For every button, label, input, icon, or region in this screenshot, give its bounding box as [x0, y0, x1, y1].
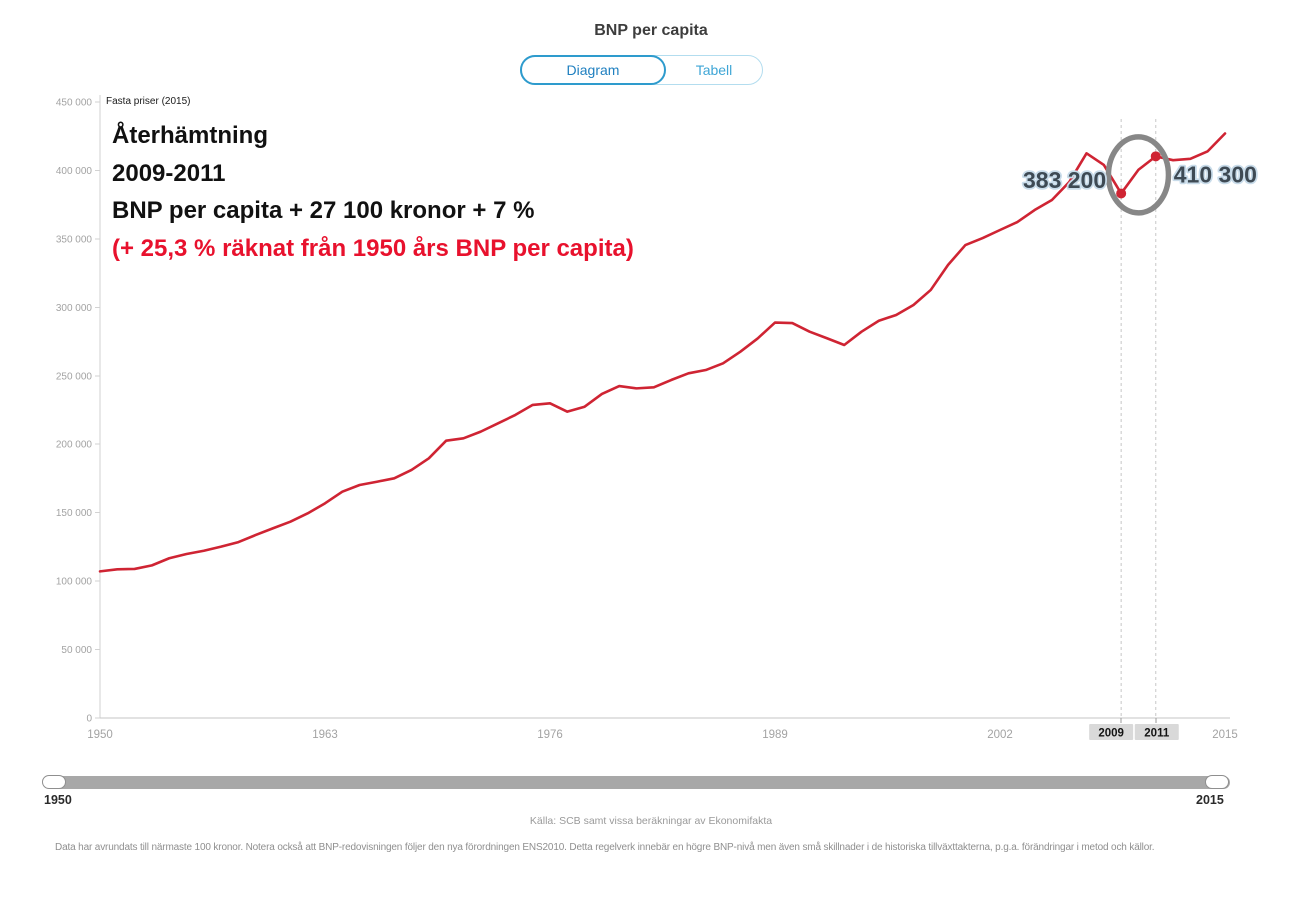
- annotation-period: 2009-2011: [112, 159, 226, 187]
- y-tick-label: 450 000: [56, 98, 93, 109]
- source-text: Källa: SCB samt vissa beräkningar av Eko…: [529, 815, 773, 827]
- x-tick-label: 1950: [87, 729, 113, 741]
- unit-label: Fasta priser (2015): [106, 96, 190, 107]
- y-tick-label: 200 000: [56, 440, 93, 451]
- x-tick-label: 1963: [312, 729, 338, 741]
- x-highlight-label: 2011: [1144, 728, 1170, 740]
- x-tick-label: 2002: [987, 729, 1013, 741]
- slider-min-label: 1950: [44, 793, 72, 807]
- y-tick-label: 400 000: [56, 166, 93, 177]
- marker-dot: [1150, 151, 1161, 162]
- page-title: BNP per capita: [594, 22, 708, 39]
- annotation-note-red: (+ 25,3 % räknat från 1950 års BNP per c…: [112, 234, 634, 262]
- bnp-line-chart: 0 50 000 100 000 150 000 200 000 250 000 300 0…: [56, 95, 1259, 741]
- annotation-title: Återhämtning: [112, 122, 268, 149]
- slider-max-label: 2015: [1196, 793, 1224, 807]
- marker-dot: [1116, 188, 1127, 199]
- marker-value-label: 410 300: [1174, 161, 1257, 187]
- x-tick-label: 1976: [537, 729, 563, 741]
- y-tick-label: 50 000: [61, 645, 92, 656]
- x-tick-label: 2015: [1212, 729, 1238, 741]
- y-tick-label: 0: [86, 714, 92, 725]
- highlight-circle: [1105, 134, 1172, 216]
- x-highlight-box: [1134, 724, 1179, 740]
- y-tick-label: 350 000: [56, 234, 93, 245]
- tab-diagram[interactable]: Diagram: [520, 55, 666, 85]
- tab-tabell[interactable]: Tabell: [695, 62, 733, 78]
- annotation-change: BNP per capita + 27 100 kronor + 7 %: [112, 197, 535, 224]
- y-tick-label: 250 000: [56, 371, 93, 382]
- view-switcher: Diagram Tabell: [520, 55, 763, 85]
- x-highlight-box: [1089, 724, 1134, 740]
- annotation-block: Återhämtning 2009-2011 BNP per capita + …: [112, 117, 634, 267]
- marker-value-label: 383 200: [1023, 167, 1106, 193]
- slider-handle-max[interactable]: [1205, 775, 1229, 789]
- y-tick-label: 150 000: [56, 508, 93, 519]
- y-tick-label: 300 000: [56, 303, 93, 314]
- x-tick-label: 1989: [762, 729, 788, 741]
- y-tick-label: 100 000: [56, 577, 93, 588]
- footnote-text: Data har avrundats till närmaste 100 kro…: [55, 842, 1155, 853]
- x-highlight-label: 2009: [1098, 728, 1124, 740]
- year-range-slider-track[interactable]: [44, 776, 1230, 789]
- bnp-series-line: [98, 132, 1227, 573]
- slider-handle-min[interactable]: [42, 775, 66, 789]
